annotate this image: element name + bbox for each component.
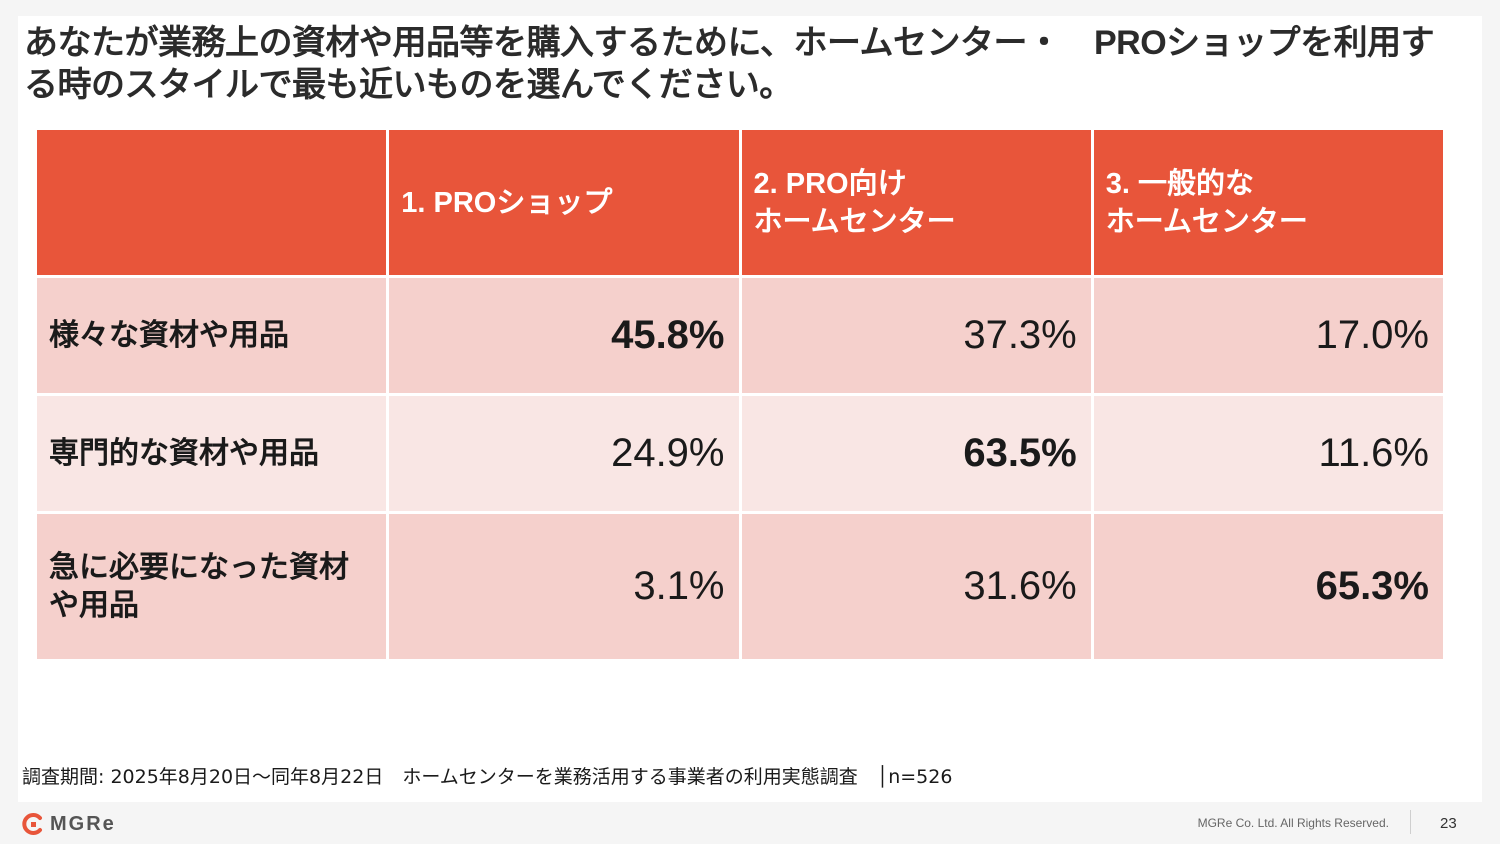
value-cell: 17.0% — [1090, 275, 1447, 396]
row-label: 様々な資材や用品 — [33, 275, 390, 396]
header-empty-cell — [33, 127, 390, 278]
value-cell: 3.1% — [386, 511, 742, 662]
header-col-1: 1. PROショップ — [386, 127, 742, 278]
survey-footnote: 調査期間: 2025年8月20日～同年8月22日 ホームセンターを業務活用する事… — [22, 766, 953, 788]
value-cell: 45.8% — [386, 275, 742, 396]
header-col-3: 3. 一般的な ホームセンター — [1090, 127, 1447, 278]
slide-title: あなたが業務上の資材や用品等を購入するために、ホームセンター・ PROショップを… — [24, 24, 1435, 104]
brand-mark-icon — [22, 813, 42, 835]
header-col-3-line1: 3. 一般的な — [1105, 167, 1254, 200]
value-cell: 31.6% — [738, 511, 1094, 662]
row-label: 急に必要になった資材や用品 — [33, 511, 390, 662]
results-table: 1. PROショップ 2. PRO向け ホームセンター 3. 一般的な ホームセ… — [33, 127, 1447, 662]
row-label: 専門的な資材や用品 — [33, 393, 390, 514]
header-col-2-line1: 2. PRO向け — [753, 167, 907, 200]
table-row: 様々な資材や用品 45.8% 37.3% 17.0% — [33, 275, 1447, 396]
slide: あなたが業務上の資材や用品等を購入するために、ホームセンター・ PROショップを… — [18, 16, 1482, 802]
value-cell: 24.9% — [386, 393, 742, 514]
header-row: 1. PROショップ 2. PRO向け ホームセンター 3. 一般的な ホームセ… — [33, 127, 1447, 278]
header-col-2: 2. PRO向け ホームセンター — [738, 127, 1094, 278]
table-row: 急に必要になった資材や用品 3.1% 31.6% 65.3% — [33, 511, 1447, 662]
value-cell: 11.6% — [1090, 393, 1447, 514]
page-number: 23 — [1440, 815, 1457, 832]
value-cell: 37.3% — [738, 275, 1094, 396]
table-row: 専門的な資材や用品 24.9% 63.5% 11.6% — [33, 393, 1447, 514]
value-cell: 63.5% — [738, 393, 1094, 514]
header-col-3-line2: ホームセンター — [1105, 205, 1308, 238]
value-cell: 65.3% — [1090, 511, 1447, 662]
brand-name: MGRe — [50, 812, 116, 835]
header-col-1-line1: 1. PROショップ — [401, 186, 613, 219]
copyright: MGRe Co. Ltd. All Rights Reserved. — [1197, 816, 1389, 830]
footer-divider — [1410, 810, 1411, 834]
header-col-2-line2: ホームセンター — [753, 205, 956, 238]
brand-logo: MGRe — [22, 810, 116, 838]
